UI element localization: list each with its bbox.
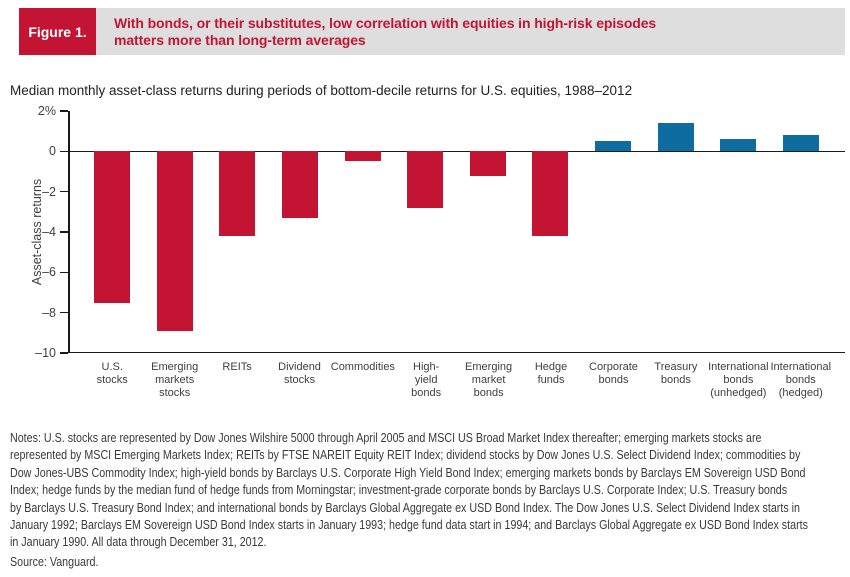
x-label-line: (hedged): [778, 387, 823, 399]
notes-line: January 1992; Barclays EM Sovereign USD …: [10, 518, 808, 533]
bar-u-s-stocks: [94, 151, 131, 303]
x-label-treasury-bonds: Treasury bonds: [645, 361, 707, 400]
x-label-emerging-market-bonds: Emerging market bonds: [457, 361, 519, 400]
x-label-dividend-stocks: Dividend stocks: [268, 361, 330, 400]
x-label-line: bonds: [411, 387, 442, 399]
x-label-line: Dividend: [278, 361, 321, 373]
y-axis-tick: [60, 150, 68, 153]
plot-area: 2% 0 –2 –4 –6 –8 –10: [35, 104, 845, 360]
y-axis-tick: [60, 190, 68, 193]
y-tick-label: –6: [42, 265, 56, 280]
x-label-line: market: [471, 374, 506, 386]
figure-banner: Figure 1. With bonds, or their substitut…: [19, 8, 845, 55]
x-label-line: High-: [413, 361, 440, 373]
x-label-reits: REITs: [206, 361, 268, 400]
x-label-line: bonds: [723, 374, 754, 386]
x-label-international-bonds-hedged: International bonds (hedged): [770, 361, 832, 400]
bar-emerging-markets-stocks: [156, 151, 193, 331]
y-tick-label: 2%: [37, 104, 56, 118]
bar-chart: Asset-class returns 2% 0 –2 –4 –6 –8 –10 U.S. s…: [0, 104, 850, 411]
x-label-line: Emerging: [465, 361, 513, 373]
source-line: Source: Vanguard.: [10, 555, 99, 569]
bar-international-bonds-hedged: [782, 135, 819, 152]
y-axis-tick: [60, 271, 68, 274]
x-label-line: bonds: [660, 374, 691, 386]
x-axis-baseline: [68, 351, 845, 353]
x-label-line: (unhedged): [710, 387, 767, 399]
figure-number-label: Figure 1.: [19, 8, 96, 55]
x-label-commodities: Commodities: [331, 361, 395, 400]
bar-high-yield-bonds: [407, 151, 444, 208]
x-label-line: Treasury: [654, 361, 698, 373]
x-label-line: funds: [537, 374, 565, 386]
y-tick-label: –8: [42, 305, 56, 320]
x-axis-labels: U.S. stocks Emerging markets stocks REITs Divi…: [68, 361, 845, 400]
y-axis-tick: [60, 231, 68, 233]
x-label-line: Hedge: [534, 361, 568, 373]
x-label-line: stocks: [96, 374, 128, 386]
bar-commodities: [344, 151, 381, 162]
bar-emerging-market-bonds: [469, 151, 506, 176]
y-tick-label: –2: [42, 184, 56, 199]
x-label-line: International: [708, 361, 769, 373]
x-label-high-yield-bonds: High-yield bonds: [395, 361, 457, 400]
x-label-line: bonds: [598, 374, 629, 386]
notes-line: Index; hedge funds by the median fund of…: [10, 483, 788, 498]
figure-title-line-1: With bonds, or their substitutes, low co…: [114, 15, 657, 31]
y-tick-label: 0: [49, 144, 56, 159]
figure-title-line-2: matters more than long-term averages: [114, 31, 366, 48]
y-tick-label: –4: [42, 225, 56, 239]
notes-block: Notes: U.S. stocks are represented by Do…: [10, 430, 850, 552]
x-label-line: U.S.: [101, 361, 123, 373]
x-label-line: stocks: [283, 374, 316, 386]
x-label-emerging-markets-stocks: Emerging markets stocks: [143, 361, 205, 400]
x-label-line: Emerging: [151, 361, 199, 373]
chart-subtitle: Median monthly asset-class returns durin…: [10, 83, 633, 98]
x-label-line: Corporate: [589, 361, 638, 373]
x-label-line: stocks: [159, 387, 191, 399]
notes-line: Dow Jones-UBS Commodity Index; high-yiel…: [10, 465, 806, 480]
notes-line: Notes: U.S. stocks are represented by Do…: [10, 431, 762, 445]
y-axis-tick: [60, 352, 68, 354]
x-label-u-s-stocks: U.S. stocks: [81, 361, 143, 400]
bar-dividend-stocks: [282, 151, 319, 218]
notes-line: in January 1990. All data through Decemb…: [10, 535, 267, 550]
x-label-international-bonds-unhedged: International bonds (unhedged): [707, 361, 769, 400]
bar-corporate-bonds: [594, 141, 631, 152]
figure-title: With bonds, or their substitutes, low co…: [96, 8, 656, 55]
y-axis-tick: [60, 311, 68, 314]
y-tick-label: –10: [35, 346, 56, 360]
x-label-line: bonds: [785, 374, 816, 386]
x-label-line: International: [770, 361, 832, 373]
notes-line: by Barclays U.S. Treasury Bond Index; an…: [10, 500, 800, 515]
x-label-line: markets: [155, 374, 195, 386]
x-label-line: yield: [414, 374, 438, 386]
x-label-corporate-bonds: Corporate bonds: [582, 361, 644, 400]
bar-treasury-bonds: [657, 123, 694, 152]
bar-hedge-funds: [532, 151, 569, 237]
x-label-line: bonds: [473, 387, 504, 399]
bar-international-bonds-unhedged: [720, 139, 757, 152]
x-label-hedge-funds: Hedge funds: [520, 361, 582, 400]
notes-line: represented by MSCI Emerging Markets Ind…: [10, 448, 801, 463]
x-label-line: Commodities: [330, 361, 395, 373]
zero-line: [68, 150, 845, 153]
y-axis-line: [68, 111, 70, 353]
bar-reits: [219, 151, 256, 237]
x-label-line: REITs: [222, 361, 252, 373]
y-axis-tick: [60, 110, 68, 112]
